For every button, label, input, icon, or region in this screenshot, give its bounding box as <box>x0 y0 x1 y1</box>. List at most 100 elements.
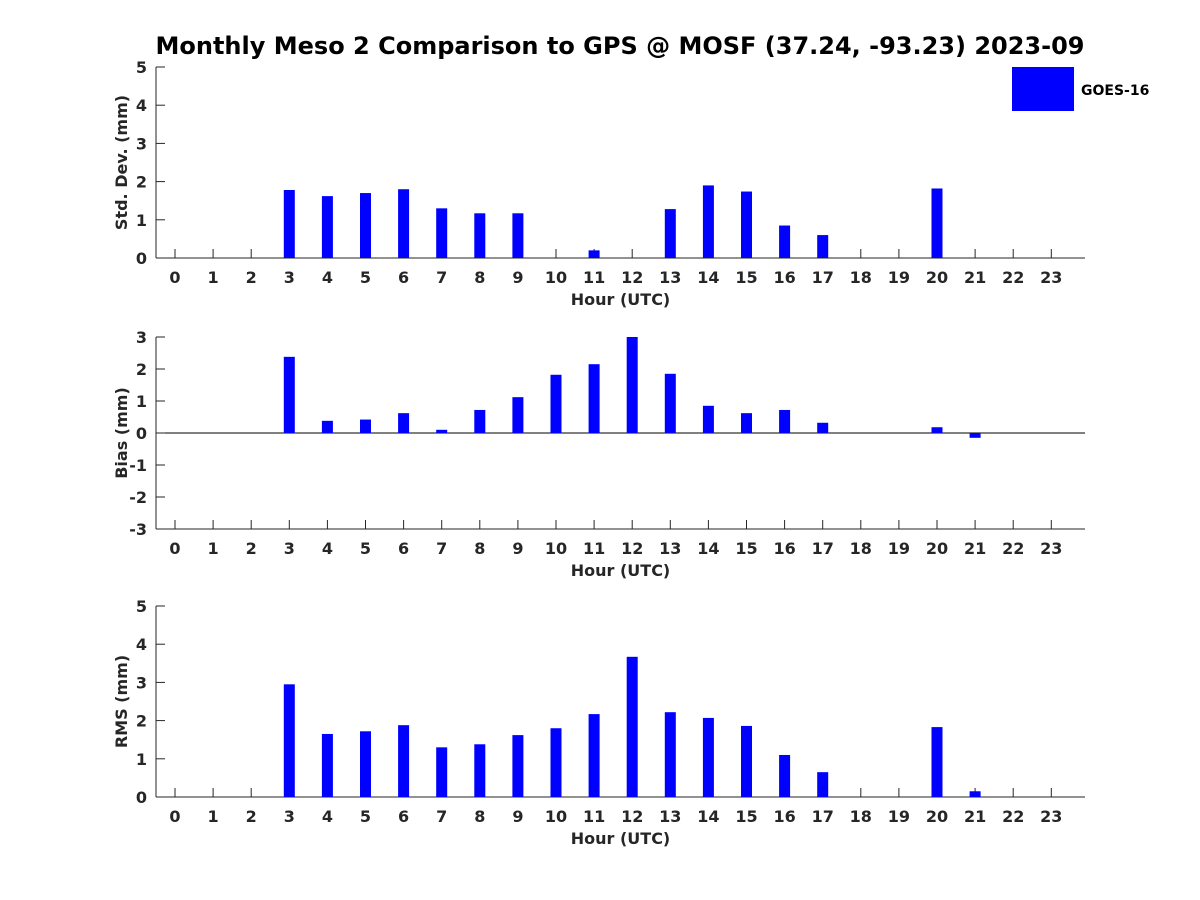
y-tick-label: -1 <box>129 456 147 475</box>
x-tick-label: 17 <box>812 268 834 287</box>
x-tick-label: 5 <box>360 539 371 558</box>
x-axis-label: Hour (UTC) <box>571 561 671 580</box>
bar-hour-14 <box>703 406 714 433</box>
bar-hour-6 <box>398 725 409 797</box>
bar-hour-16 <box>779 410 790 433</box>
bar-hour-17 <box>817 423 828 433</box>
x-tick-label: 2 <box>246 807 257 826</box>
y-tick-label: 2 <box>136 712 147 731</box>
x-tick-label: 8 <box>474 268 485 287</box>
x-tick-label: 20 <box>926 807 948 826</box>
x-tick-label: 5 <box>360 268 371 287</box>
x-tick-label: 20 <box>926 268 948 287</box>
bar-hour-4 <box>322 421 333 433</box>
bar-hour-15 <box>741 726 752 797</box>
bar-hour-12 <box>627 337 638 433</box>
bar-hour-15 <box>741 413 752 433</box>
x-tick-label: 19 <box>888 807 910 826</box>
y-axis-label: Std. Dev. (mm) <box>112 95 131 230</box>
x-tick-label: 7 <box>436 268 447 287</box>
x-tick-label: 4 <box>322 268 333 287</box>
x-tick-label: 14 <box>697 268 719 287</box>
y-tick-label: 1 <box>136 392 147 411</box>
x-axis-label: Hour (UTC) <box>571 290 671 309</box>
x-tick-label: 21 <box>964 268 986 287</box>
bar-hour-11 <box>589 250 600 258</box>
y-tick-label: 2 <box>136 173 147 192</box>
x-tick-label: 12 <box>621 539 643 558</box>
x-tick-label: 10 <box>545 807 567 826</box>
legend-swatch-goes-16 <box>1012 67 1074 111</box>
x-tick-label: 4 <box>322 539 333 558</box>
bar-hour-10 <box>551 375 562 433</box>
bar-hour-15 <box>741 192 752 258</box>
bar-hour-20 <box>932 427 943 433</box>
y-tick-label: 5 <box>136 58 147 77</box>
bar-hour-5 <box>360 731 371 797</box>
bar-hour-16 <box>779 226 790 258</box>
x-tick-label: 0 <box>169 539 180 558</box>
x-tick-label: 14 <box>697 539 719 558</box>
legend-label-goes-16: GOES-16 <box>1081 83 1149 99</box>
bar-hour-5 <box>360 193 371 258</box>
x-tick-label: 22 <box>1002 807 1024 826</box>
x-tick-label: 11 <box>583 539 605 558</box>
bar-hour-13 <box>665 712 676 797</box>
bar-hour-8 <box>474 744 485 797</box>
x-tick-label: 13 <box>659 807 681 826</box>
x-tick-label: 18 <box>850 268 872 287</box>
x-tick-label: 6 <box>398 268 409 287</box>
x-tick-label: 13 <box>659 539 681 558</box>
bar-hour-8 <box>474 410 485 433</box>
x-axis-label: Hour (UTC) <box>571 829 671 848</box>
x-tick-label: 16 <box>773 539 795 558</box>
x-tick-label: 0 <box>169 268 180 287</box>
x-tick-label: 16 <box>773 268 795 287</box>
x-tick-label: 14 <box>697 807 719 826</box>
x-tick-label: 11 <box>583 268 605 287</box>
bar-hour-7 <box>436 208 447 258</box>
bar-hour-16 <box>779 755 790 797</box>
x-tick-label: 17 <box>812 539 834 558</box>
x-tick-label: 1 <box>208 268 219 287</box>
bar-hour-12 <box>627 657 638 797</box>
bar-hour-7 <box>436 747 447 797</box>
y-tick-label: 3 <box>136 328 147 347</box>
x-tick-label: 2 <box>246 268 257 287</box>
bar-hour-4 <box>322 196 333 258</box>
x-tick-label: 1 <box>208 539 219 558</box>
bar-hour-13 <box>665 374 676 433</box>
bar-hour-9 <box>512 213 523 258</box>
figure-title: Monthly Meso 2 Comparison to GPS @ MOSF … <box>156 32 1085 60</box>
y-tick-label: 1 <box>136 750 147 769</box>
x-tick-label: 15 <box>735 539 757 558</box>
bar-hour-8 <box>474 213 485 258</box>
y-tick-label: 3 <box>136 134 147 153</box>
bar-hour-6 <box>398 189 409 258</box>
x-tick-label: 5 <box>360 807 371 826</box>
x-tick-label: 17 <box>812 807 834 826</box>
x-tick-label: 12 <box>621 268 643 287</box>
x-tick-label: 8 <box>474 539 485 558</box>
x-tick-label: 6 <box>398 807 409 826</box>
x-tick-label: 23 <box>1040 807 1062 826</box>
y-tick-label: 2 <box>136 360 147 379</box>
bar-hour-5 <box>360 420 371 433</box>
comparison-figure: Monthly Meso 2 Comparison to GPS @ MOSF … <box>0 0 1200 900</box>
y-tick-label: 1 <box>136 211 147 230</box>
x-tick-label: 10 <box>545 268 567 287</box>
bar-hour-17 <box>817 235 828 258</box>
bar-hour-20 <box>932 188 943 258</box>
x-tick-label: 21 <box>964 539 986 558</box>
y-tick-label: 0 <box>136 424 147 443</box>
bar-hour-14 <box>703 718 714 797</box>
bar-hour-9 <box>512 397 523 433</box>
bar-hour-14 <box>703 185 714 258</box>
y-tick-label: 0 <box>136 249 147 268</box>
y-tick-label: 0 <box>136 788 147 807</box>
x-tick-label: 4 <box>322 807 333 826</box>
bar-hour-10 <box>551 728 562 797</box>
